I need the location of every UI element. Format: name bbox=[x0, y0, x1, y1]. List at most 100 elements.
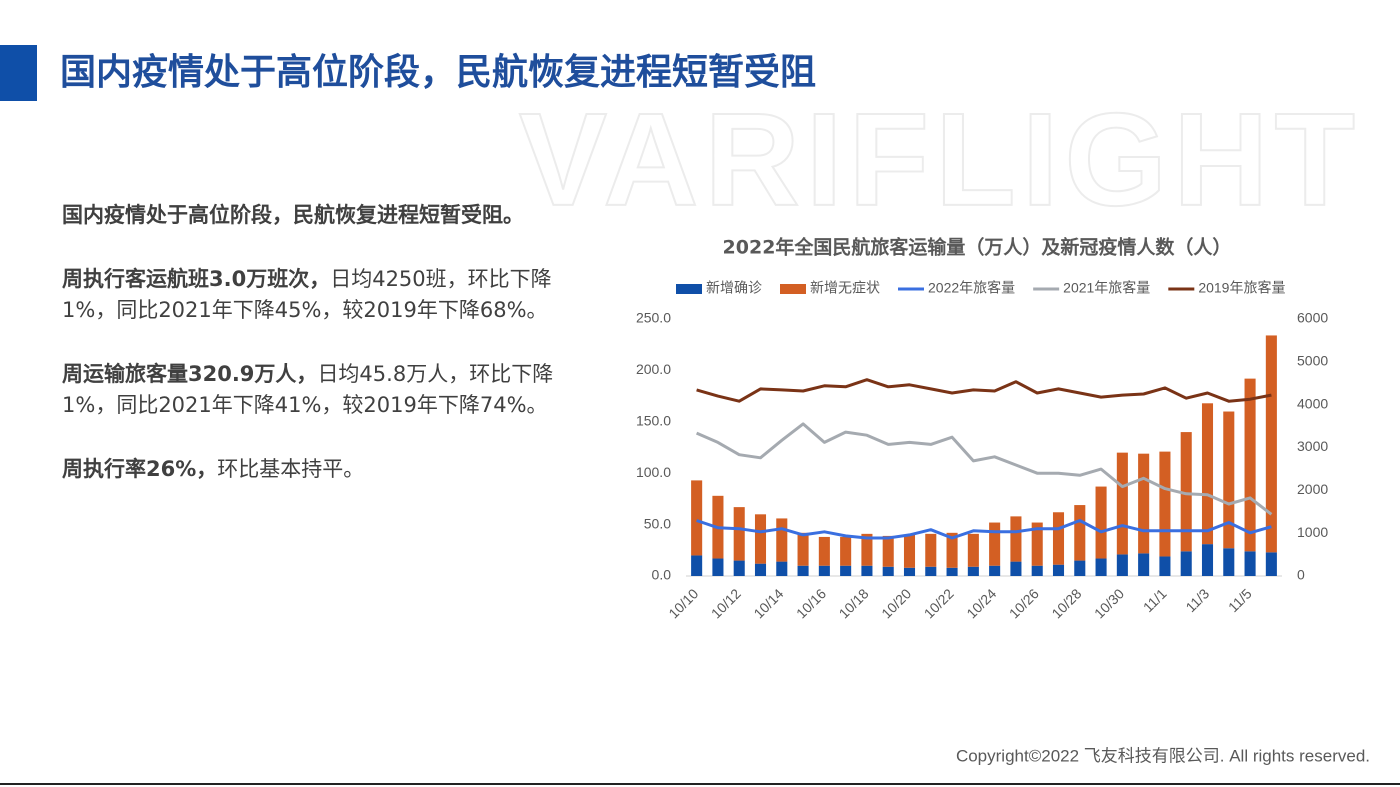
bar bbox=[967, 566, 979, 576]
chart-title: 2022年全国民航旅客运输量（万人）及新冠疫情人数（人） bbox=[723, 236, 1232, 259]
bar bbox=[903, 534, 916, 568]
paragraph-bold: 周运输旅客量320.9万人， bbox=[62, 362, 318, 386]
y-tick-label: 200.0 bbox=[636, 361, 671, 377]
bar bbox=[840, 536, 852, 566]
y2-tick-label: 4000 bbox=[1297, 395, 1328, 411]
paragraph-bold: 周执行率26%， bbox=[62, 457, 218, 481]
x-tick-label: 10/10 bbox=[665, 585, 701, 621]
y2-tick-label: 5000 bbox=[1297, 353, 1328, 369]
x-tick-label: 11/1 bbox=[1140, 585, 1170, 615]
paragraph-text: 环比基本持平。 bbox=[217, 457, 365, 481]
watermark: VARIFLIGHT bbox=[519, 86, 1361, 233]
bar bbox=[776, 518, 788, 562]
x-tick-label: 10/20 bbox=[878, 585, 914, 621]
bar bbox=[925, 566, 937, 576]
x-tick-label: 11/3 bbox=[1182, 585, 1212, 615]
x-tick-label: 10/24 bbox=[963, 585, 999, 621]
bar bbox=[1201, 403, 1214, 545]
legend-label: 新增无症状 bbox=[810, 280, 880, 296]
bar bbox=[1159, 451, 1171, 557]
bar bbox=[903, 567, 916, 576]
bar bbox=[691, 480, 703, 556]
header-bar bbox=[0, 45, 37, 101]
legend-label: 2021年旅客量 bbox=[1063, 280, 1150, 296]
text-block: 国内疫情处于高位阶段，民航恢复进程短暂受阻。 周执行客运航班3.0万班次，日均42… bbox=[62, 200, 584, 518]
paragraph: 国内疫情处于高位阶段，民航恢复进程短暂受阻。 bbox=[62, 200, 584, 231]
line bbox=[696, 519, 1272, 540]
bar bbox=[925, 533, 937, 567]
x-tick-label: 11/5 bbox=[1225, 585, 1255, 615]
y-tick-label: 50.0 bbox=[644, 515, 671, 531]
y-tick-label: 250.0 bbox=[636, 310, 671, 326]
legend-swatch bbox=[676, 284, 702, 294]
bar bbox=[989, 522, 1001, 566]
bar bbox=[967, 533, 979, 567]
bar bbox=[754, 563, 767, 576]
bar bbox=[861, 533, 873, 566]
x-tick-label: 10/22 bbox=[921, 585, 957, 621]
bar bbox=[1074, 505, 1086, 561]
x-tick-label: 10/12 bbox=[708, 585, 744, 621]
bar bbox=[733, 507, 745, 561]
bar bbox=[1116, 452, 1128, 555]
bar bbox=[1031, 522, 1043, 566]
bar bbox=[1201, 544, 1214, 576]
paragraph-bold: 国内疫情处于高位阶段，民航恢复进程短暂受阻。 bbox=[62, 203, 524, 227]
y-tick-label: 100.0 bbox=[636, 464, 671, 480]
bar bbox=[946, 532, 958, 568]
bar bbox=[1223, 548, 1235, 576]
legend-label: 2022年旅客量 bbox=[928, 280, 1015, 296]
bar bbox=[1074, 560, 1086, 576]
bar bbox=[733, 560, 745, 576]
y2-tick-label: 3000 bbox=[1297, 438, 1328, 454]
x-tick-label: 10/18 bbox=[836, 585, 872, 621]
bar bbox=[776, 561, 788, 576]
bar bbox=[1095, 558, 1107, 576]
bar bbox=[1052, 512, 1065, 565]
bar bbox=[1095, 486, 1107, 559]
bar bbox=[818, 565, 830, 576]
legend-label: 2019年旅客量 bbox=[1198, 280, 1285, 296]
x-tick-label: 10/30 bbox=[1091, 585, 1127, 621]
paragraph-bold: 周执行客运航班3.0万班次， bbox=[62, 267, 331, 291]
bar bbox=[1010, 561, 1022, 576]
bar bbox=[1159, 556, 1171, 576]
bar bbox=[1010, 516, 1022, 562]
bar bbox=[1265, 552, 1277, 576]
y2-tick-label: 1000 bbox=[1297, 524, 1328, 540]
bar bbox=[946, 567, 958, 576]
bar bbox=[691, 555, 703, 576]
bar bbox=[1244, 378, 1256, 552]
bar bbox=[797, 565, 809, 576]
line bbox=[695, 422, 1273, 516]
bar bbox=[840, 565, 852, 576]
bar bbox=[1031, 565, 1043, 576]
bar bbox=[797, 532, 809, 566]
copyright: Copyright©2022 飞友科技有限公司. All rights rese… bbox=[956, 746, 1370, 765]
bar bbox=[1223, 411, 1235, 549]
paragraph-text: 日均45.8万人，环比下降1%，同比2021年下降41%，较2019年下降74%… bbox=[62, 362, 554, 417]
paragraph-text: 日均4250班，环比下降1%，同比2021年下降45%，较2019年下降68%。 bbox=[62, 267, 552, 322]
x-tick-label: 10/26 bbox=[1006, 585, 1042, 621]
bar bbox=[861, 565, 873, 576]
page-title: 国内疫情处于高位阶段，民航恢复进程短暂受阻 bbox=[60, 51, 816, 93]
paragraph: 周执行率26%，环比基本持平。 bbox=[62, 454, 584, 485]
bar bbox=[818, 536, 830, 566]
y2-tick-label: 6000 bbox=[1297, 310, 1328, 326]
bar bbox=[989, 565, 1001, 576]
legend-swatch bbox=[780, 284, 806, 294]
bar bbox=[1265, 335, 1277, 553]
bar bbox=[1138, 453, 1150, 554]
y2-tick-label: 0 bbox=[1297, 567, 1305, 583]
legend-label: 新增确诊 bbox=[706, 280, 762, 296]
bar bbox=[1138, 553, 1150, 576]
x-tick-label: 10/14 bbox=[750, 585, 786, 621]
bar bbox=[712, 558, 724, 576]
y2-tick-label: 2000 bbox=[1297, 481, 1328, 497]
bar bbox=[1244, 551, 1256, 576]
bar bbox=[1180, 551, 1192, 576]
paragraph: 周运输旅客量320.9万人，日均45.8万人，环比下降1%，同比2021年下降4… bbox=[62, 359, 584, 421]
y-tick-label: 0.0 bbox=[652, 567, 672, 583]
